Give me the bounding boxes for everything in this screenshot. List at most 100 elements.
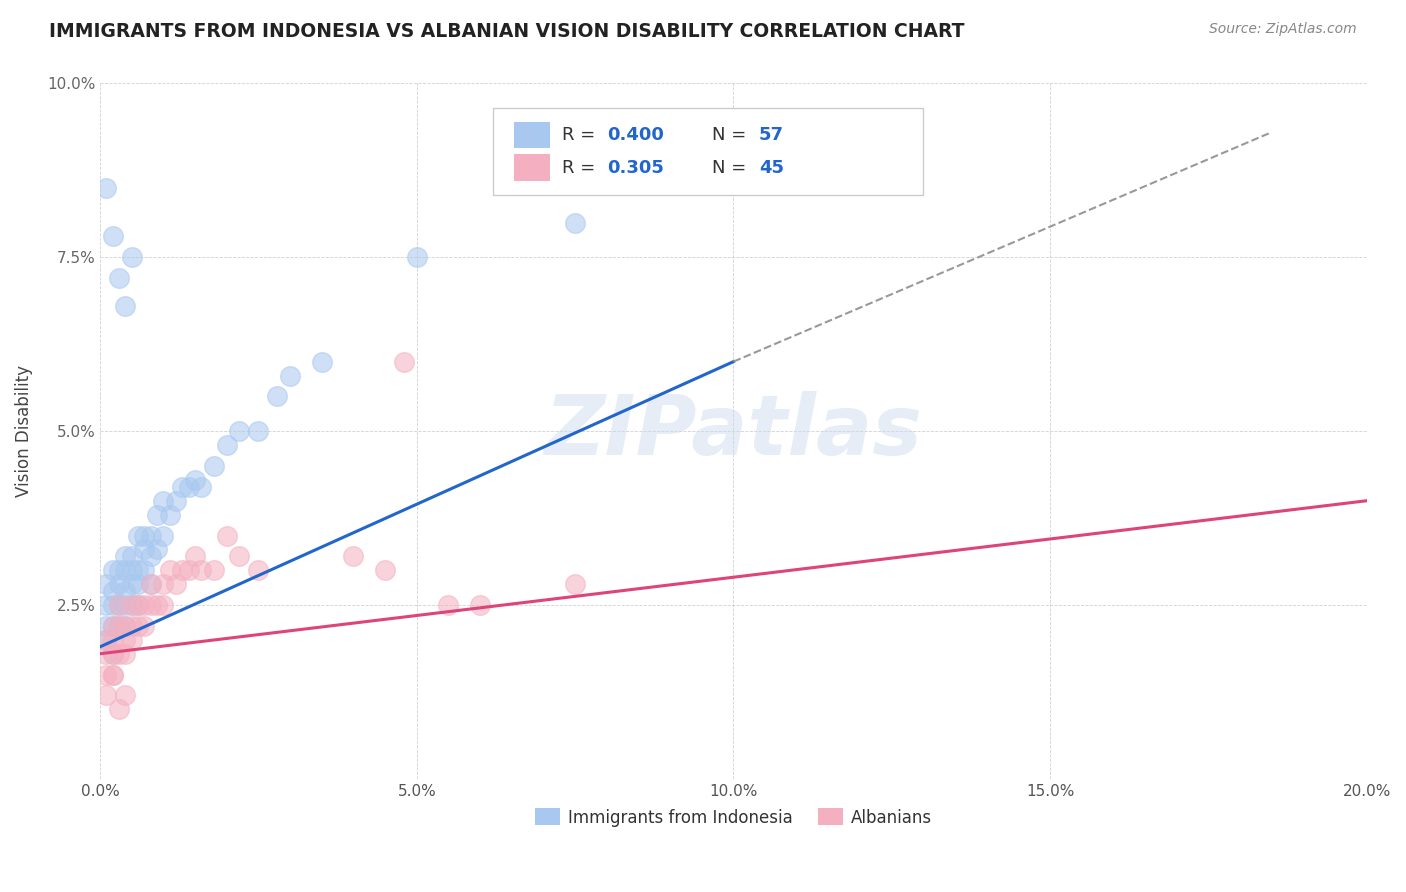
Point [152, 577, 174, 591]
Point [121, 563, 143, 577]
Point [247, 424, 270, 438]
Point [342, 549, 364, 564]
Text: ZIPatlas: ZIPatlas [544, 391, 922, 472]
Point [127, 598, 149, 612]
Point [114, 632, 136, 647]
Point [139, 528, 162, 542]
Text: Source: ZipAtlas.com: Source: ZipAtlas.com [1209, 22, 1357, 37]
Y-axis label: Vision Disability: Vision Disability [15, 365, 32, 497]
Point [127, 563, 149, 577]
Point [146, 542, 169, 557]
Point [139, 577, 162, 591]
Point [127, 619, 149, 633]
Point [96, 180, 118, 194]
Point [96, 689, 118, 703]
Point [266, 389, 288, 403]
Text: 57: 57 [759, 126, 783, 144]
Text: R =: R = [562, 159, 602, 177]
Point [101, 667, 124, 681]
Point [96, 667, 118, 681]
Point [228, 424, 250, 438]
Point [101, 619, 124, 633]
Point [96, 647, 118, 661]
Point [228, 549, 250, 564]
Point [564, 215, 586, 229]
Point [108, 271, 131, 285]
Point [108, 598, 131, 612]
Point [114, 689, 136, 703]
FancyBboxPatch shape [515, 154, 550, 181]
Point [134, 598, 156, 612]
Point [108, 598, 131, 612]
Point [96, 577, 118, 591]
Point [101, 563, 124, 577]
Point [121, 598, 143, 612]
Point [101, 598, 124, 612]
Point [108, 702, 131, 716]
Point [121, 549, 143, 564]
FancyBboxPatch shape [492, 108, 924, 194]
Point [159, 508, 181, 522]
Point [121, 250, 143, 264]
Point [121, 598, 143, 612]
Point [101, 619, 124, 633]
Point [146, 598, 169, 612]
Text: IMMIGRANTS FROM INDONESIA VS ALBANIAN VISION DISABILITY CORRELATION CHART: IMMIGRANTS FROM INDONESIA VS ALBANIAN VI… [49, 22, 965, 41]
Point [184, 473, 207, 487]
Point [127, 598, 149, 612]
Point [405, 250, 427, 264]
Text: 0.305: 0.305 [607, 159, 664, 177]
Point [172, 563, 194, 577]
Point [96, 619, 118, 633]
Point [127, 577, 149, 591]
Point [134, 542, 156, 557]
Point [127, 528, 149, 542]
Point [101, 632, 124, 647]
Point [392, 354, 415, 368]
Point [114, 619, 136, 633]
Point [215, 528, 238, 542]
Point [114, 563, 136, 577]
Text: N =: N = [711, 126, 752, 144]
Point [101, 229, 124, 244]
Point [114, 598, 136, 612]
Point [202, 563, 225, 577]
Point [374, 563, 396, 577]
Point [121, 632, 143, 647]
Point [121, 577, 143, 591]
Point [134, 619, 156, 633]
Point [101, 667, 124, 681]
Point [165, 493, 187, 508]
Point [114, 584, 136, 599]
Point [96, 598, 118, 612]
Point [139, 577, 162, 591]
Text: 0.400: 0.400 [607, 126, 664, 144]
Point [146, 508, 169, 522]
Point [108, 619, 131, 633]
Point [108, 577, 131, 591]
Point [564, 577, 586, 591]
Point [177, 563, 200, 577]
Point [184, 549, 207, 564]
Point [165, 577, 187, 591]
Point [190, 563, 212, 577]
Point [152, 528, 174, 542]
Point [139, 549, 162, 564]
Point [437, 598, 460, 612]
Text: N =: N = [711, 159, 752, 177]
Point [121, 619, 143, 633]
FancyBboxPatch shape [515, 121, 550, 148]
Legend: Immigrants from Indonesia, Albanians: Immigrants from Indonesia, Albanians [529, 802, 939, 833]
Point [101, 584, 124, 599]
Point [152, 493, 174, 508]
Point [177, 480, 200, 494]
Point [108, 563, 131, 577]
Point [114, 549, 136, 564]
Point [114, 647, 136, 661]
Point [114, 619, 136, 633]
Point [172, 480, 194, 494]
Point [134, 528, 156, 542]
Point [311, 354, 333, 368]
Point [468, 598, 491, 612]
Text: 45: 45 [759, 159, 783, 177]
